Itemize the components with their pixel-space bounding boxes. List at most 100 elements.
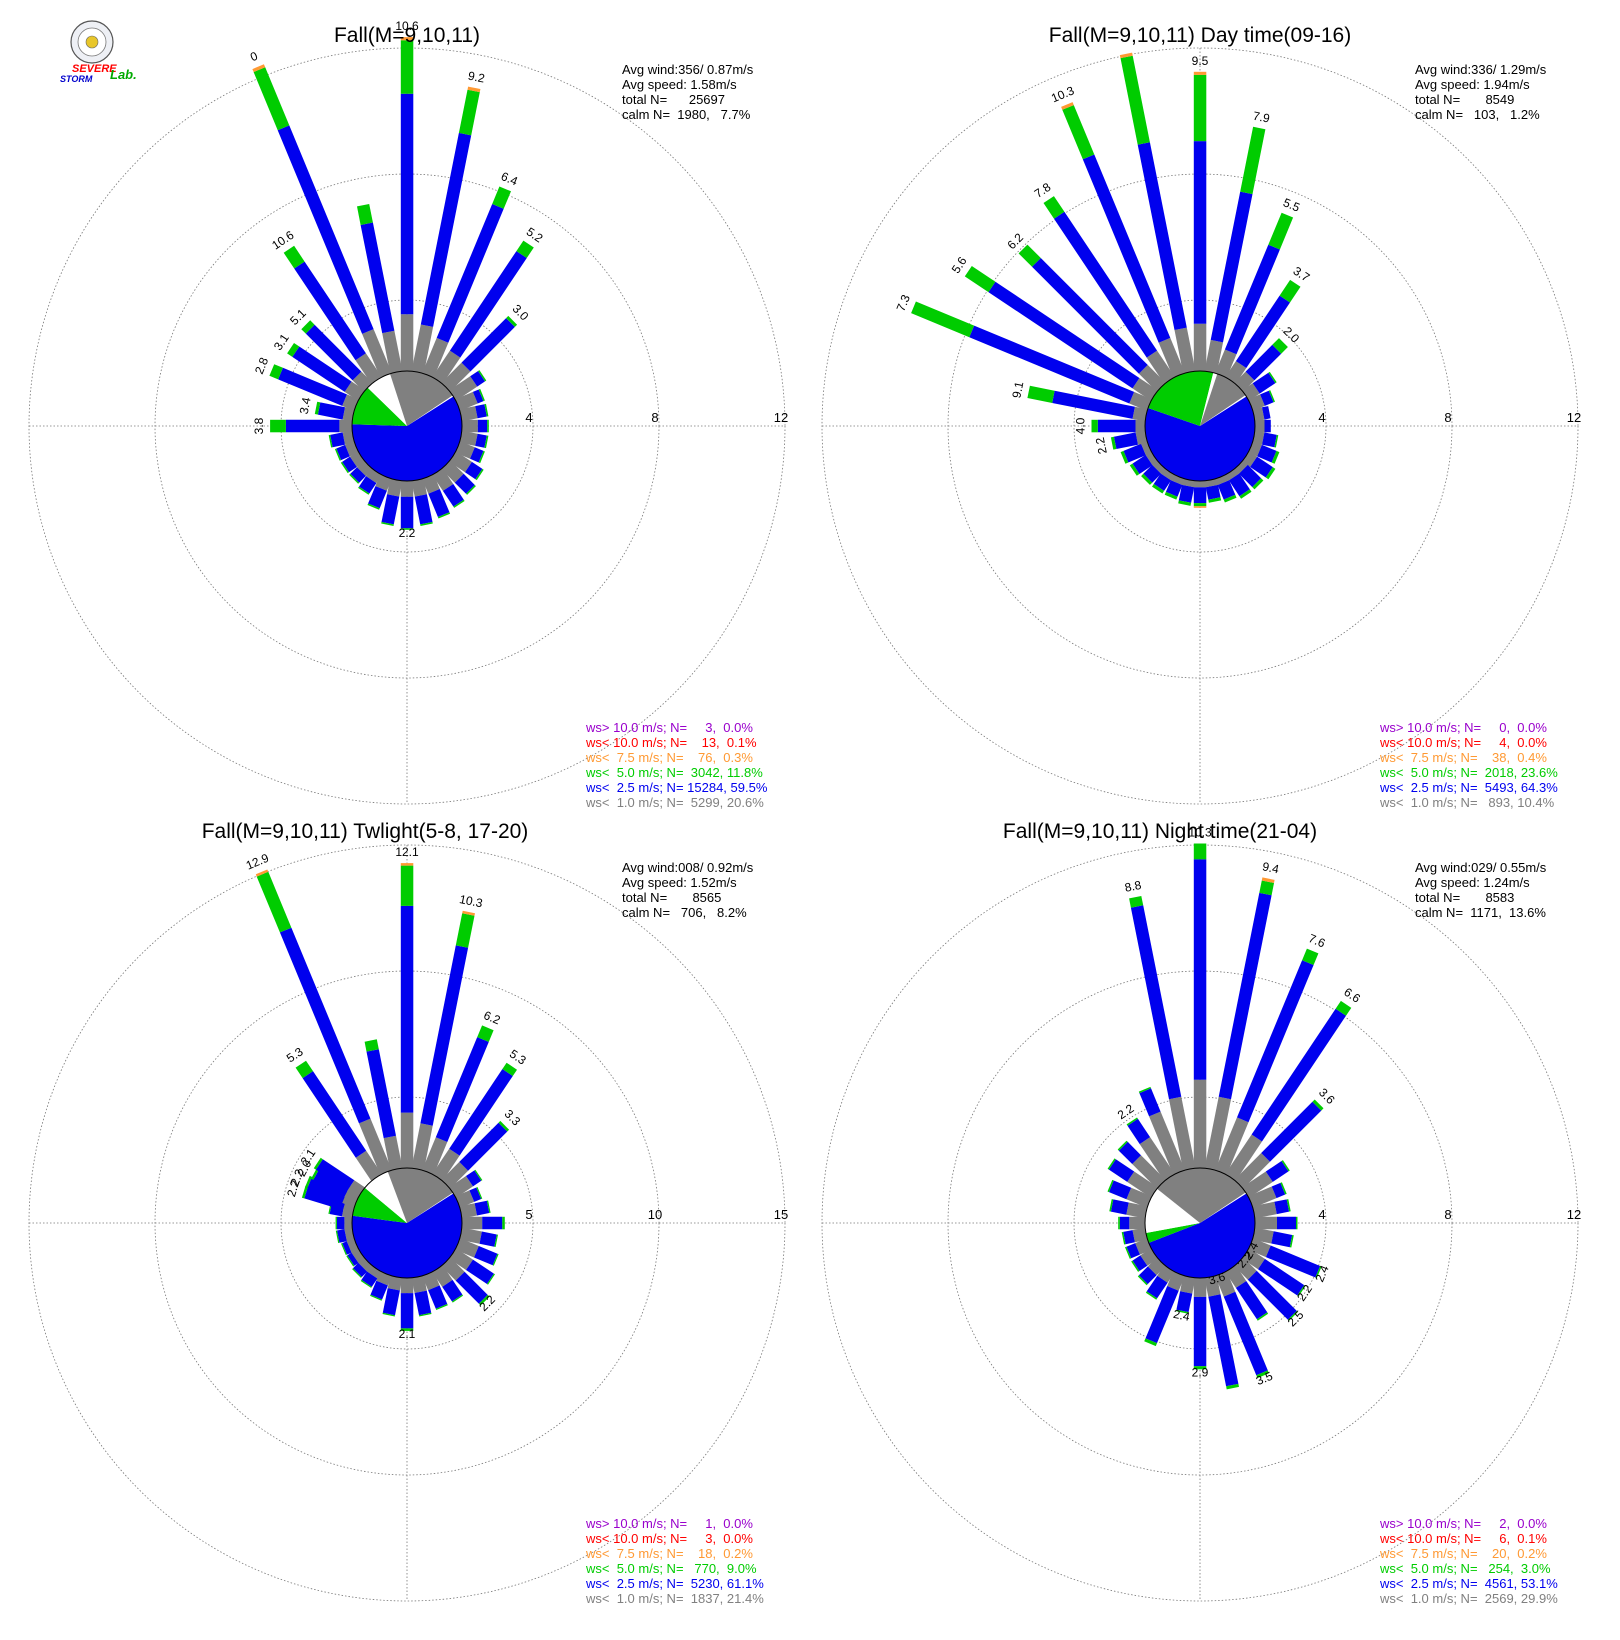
bar-segment: [1132, 406, 1148, 422]
bar-segment: [498, 1120, 510, 1132]
stat-line: total N= 8583: [1415, 890, 1514, 905]
bar-segment: [1152, 460, 1166, 474]
bar-segment: [478, 370, 487, 382]
bar-segment: [1289, 1235, 1294, 1248]
bar-segment: [400, 865, 414, 906]
bar-segment: [1107, 1179, 1114, 1193]
bar-segment: [1252, 1227, 1274, 1244]
bar-segment: [1097, 419, 1136, 433]
bar-segment: [1141, 473, 1153, 485]
bar-segment: [1027, 385, 1055, 403]
bar-segment: [370, 1294, 383, 1301]
bar-segment: [1204, 1275, 1221, 1297]
bar-segment: [1032, 258, 1148, 374]
bar-segment: [470, 447, 484, 463]
bar-segment: [1137, 142, 1187, 330]
bar-segment: [462, 1216, 483, 1230]
bar-segment: [441, 362, 471, 392]
bar-segment: [1123, 1230, 1135, 1245]
bar-segment: [1137, 1275, 1148, 1286]
windrose-plot: 5 10 1512.13.32.22.112.910.36.25.35.32.12.…: [28, 820, 788, 1606]
bar-segment: [1062, 105, 1095, 160]
bar-total-label: 2.0: [1280, 324, 1302, 346]
bar-segment: [1132, 378, 1158, 401]
bar-segment: [1153, 473, 1172, 491]
bar-segment: [1234, 460, 1248, 474]
bar-segment: [1268, 371, 1277, 384]
bar-segment: [479, 1231, 497, 1247]
bar-segment: [1176, 1291, 1193, 1313]
bar-total-label: 10.3: [1188, 826, 1212, 840]
legend-entry: ws< 1.0 m/s; N= 5299, 20.6%: [585, 795, 764, 810]
bar-segment: [1126, 1202, 1148, 1219]
ring-tick-label: 12: [774, 410, 788, 425]
bar-segment: [1132, 1255, 1148, 1271]
bar-segment: [1127, 1171, 1158, 1198]
bar-segment: [411, 324, 434, 374]
bar-segment: [449, 1248, 473, 1270]
bar-segment: [1287, 1310, 1298, 1321]
bar-segment: [1138, 1266, 1157, 1285]
ring-tick-label: 8: [1444, 410, 1451, 425]
bar-segment: [400, 1328, 414, 1331]
bar-total-label: 3.8: [252, 417, 266, 434]
bar-segment: [466, 1259, 494, 1284]
bar-segment: [1170, 474, 1185, 485]
bar-segment: [1257, 444, 1277, 463]
bar-segment: [461, 318, 515, 372]
ring-tick-label: 5: [525, 1207, 532, 1222]
plot-title: Fall(M=9,10,11) Twlight(5-8, 17-20): [202, 820, 529, 843]
bar-segment: [1193, 323, 1207, 371]
bar-segment: [1256, 1370, 1269, 1379]
bar-segment: [382, 1312, 395, 1317]
bar-segment: [315, 1159, 355, 1191]
bar-total-label: 2.2: [1093, 436, 1110, 455]
stat-line: Avg speed: 1.58m/s: [622, 77, 737, 92]
bar-segment: [1193, 1366, 1207, 1370]
windrose-plot: 4 8 1210.63.02.210.609.26.45.25.13.12.83.4…: [28, 19, 788, 810]
bar-segment: [1268, 212, 1294, 250]
bar-segment: [441, 1161, 469, 1189]
bar-segment: [1119, 52, 1133, 59]
bar-segment: [1164, 491, 1178, 500]
bar-segment: [1107, 1158, 1116, 1170]
bar-segment: [1205, 484, 1221, 500]
bar-segment: [1152, 484, 1165, 494]
bar-segment: [459, 1122, 508, 1171]
bar-segment: [1018, 244, 1041, 267]
bar-segment: [294, 261, 366, 361]
bar-segment: [911, 301, 975, 338]
bar-segment: [487, 419, 489, 433]
bar-total-label: 5.2: [524, 225, 546, 246]
pie-slice: [1157, 1167, 1246, 1223]
bar-segment: [1138, 364, 1166, 392]
bar-total-label: 10.6: [395, 19, 419, 33]
bar-segment: [1247, 1270, 1297, 1320]
bar-segment: [449, 376, 478, 401]
bar-segment: [1225, 1134, 1262, 1181]
bar-total-label: 3.3: [502, 1107, 524, 1129]
bar-segment: [252, 64, 266, 72]
legend-entry: ws< 7.5 m/s; N= 76, 0.3%: [585, 750, 753, 765]
bar-segment: [1268, 390, 1275, 403]
bar-segment: [1132, 1155, 1166, 1189]
bar-segment: [1130, 905, 1182, 1100]
bar-segment: [1120, 55, 1150, 145]
plot-title: Fall(M=9,10,11) Day time(09-16): [1049, 24, 1351, 47]
legend-entry: ws< 7.5 m/s; N= 20, 0.2%: [1379, 1546, 1547, 1561]
bar-segment: [1145, 451, 1158, 466]
bar-segment: [1271, 1231, 1293, 1248]
bar-segment: [283, 245, 305, 269]
bar-segment: [1178, 500, 1192, 506]
bar-segment: [1264, 419, 1271, 433]
bar-segment: [502, 1062, 517, 1076]
bar-segment: [432, 1265, 453, 1287]
bar-segment: [1265, 1245, 1321, 1278]
bar-segment: [449, 1176, 473, 1198]
bar-segment: [1252, 478, 1264, 490]
bar-segment: [400, 1112, 414, 1168]
bar-segment: [340, 461, 349, 474]
legend-entry: ws< 10.0 m/s; N= 13, 0.1%: [585, 735, 757, 750]
bar-segment: [432, 1148, 460, 1181]
pie-outline: [351, 1167, 463, 1279]
